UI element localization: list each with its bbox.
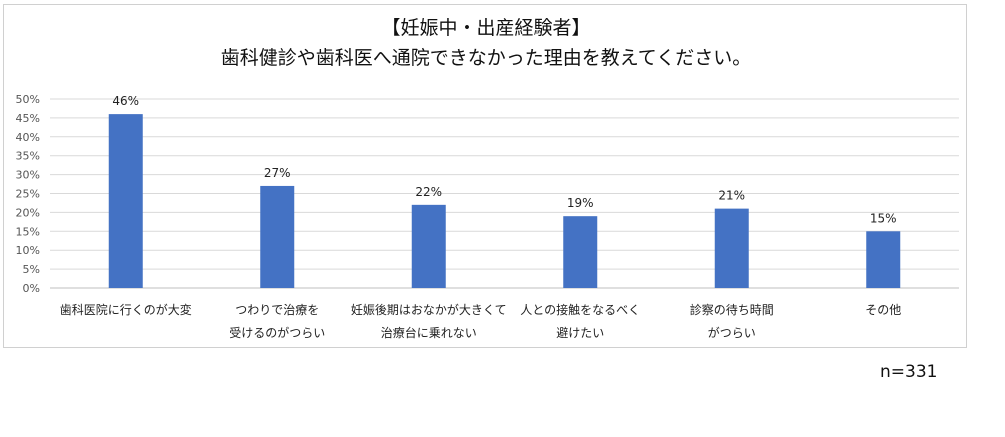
y-tick-label: 45% [16,112,40,125]
category-label: つわりで治療を [235,303,319,317]
y-tick-label: 50% [16,93,40,106]
y-tick-label: 30% [16,169,40,182]
data-label: 22% [415,185,442,199]
y-tick-label: 0% [23,282,40,295]
category-label: 妊娠後期はおなかが大きくて [351,302,507,317]
bar [866,231,901,288]
bars [108,114,901,289]
y-tick-label: 40% [16,131,40,144]
category-label: 治療台に乗れない [381,325,477,340]
bar [563,216,598,288]
category-label: 受けるのがつらい [229,325,325,340]
bar [714,208,749,288]
y-tick-label: 5% [23,263,40,276]
category-label: 歯科医院に行くのが大変 [60,302,192,317]
data-label: 46% [112,94,139,108]
data-label: 27% [264,166,291,180]
sample-size: n=331 [880,362,938,382]
data-labels: 46% 27% 22% 19% 21% 15% [112,94,896,225]
data-label: 19% [567,196,594,210]
chart-frame: 【妊娠中・出産経験者】 歯科健診や歯科医へ通院できなかった理由を教えてください。… [3,4,967,348]
y-axis-ticks: 0% 5% 10% 15% 20% 25% 30% 35% 40% 45% 50% [16,93,40,295]
bar-chart: 0% 5% 10% 15% 20% 25% 30% 35% 40% 45% 50% 46% 27% 22… [16,93,959,340]
chart-title-line-1: 【妊娠中・出産経験者】 [381,17,591,39]
bar [108,114,143,289]
category-label: 人との接触をなるべく [520,302,640,317]
category-label: 避けたい [556,326,604,340]
y-tick-label: 10% [16,244,40,257]
bar [260,185,295,288]
y-tick-label: 15% [16,225,40,238]
category-label: その他 [865,303,901,317]
chart-title-line-2: 歯科健診や歯科医へ通院できなかった理由を教えてください。 [220,47,752,69]
gridlines [50,98,959,289]
chart-title: 【妊娠中・出産経験者】 歯科健診や歯科医へ通院できなかった理由を教えてください。 [4,13,968,73]
category-label: 診察の待ち時間 [690,302,774,317]
y-tick-label: 35% [16,150,40,163]
category-label: がつらい [708,325,756,340]
bar [411,204,446,288]
y-tick-label: 20% [16,206,40,219]
data-label: 21% [718,189,745,203]
y-tick-label: 25% [16,188,40,201]
data-label: 15% [870,211,897,225]
